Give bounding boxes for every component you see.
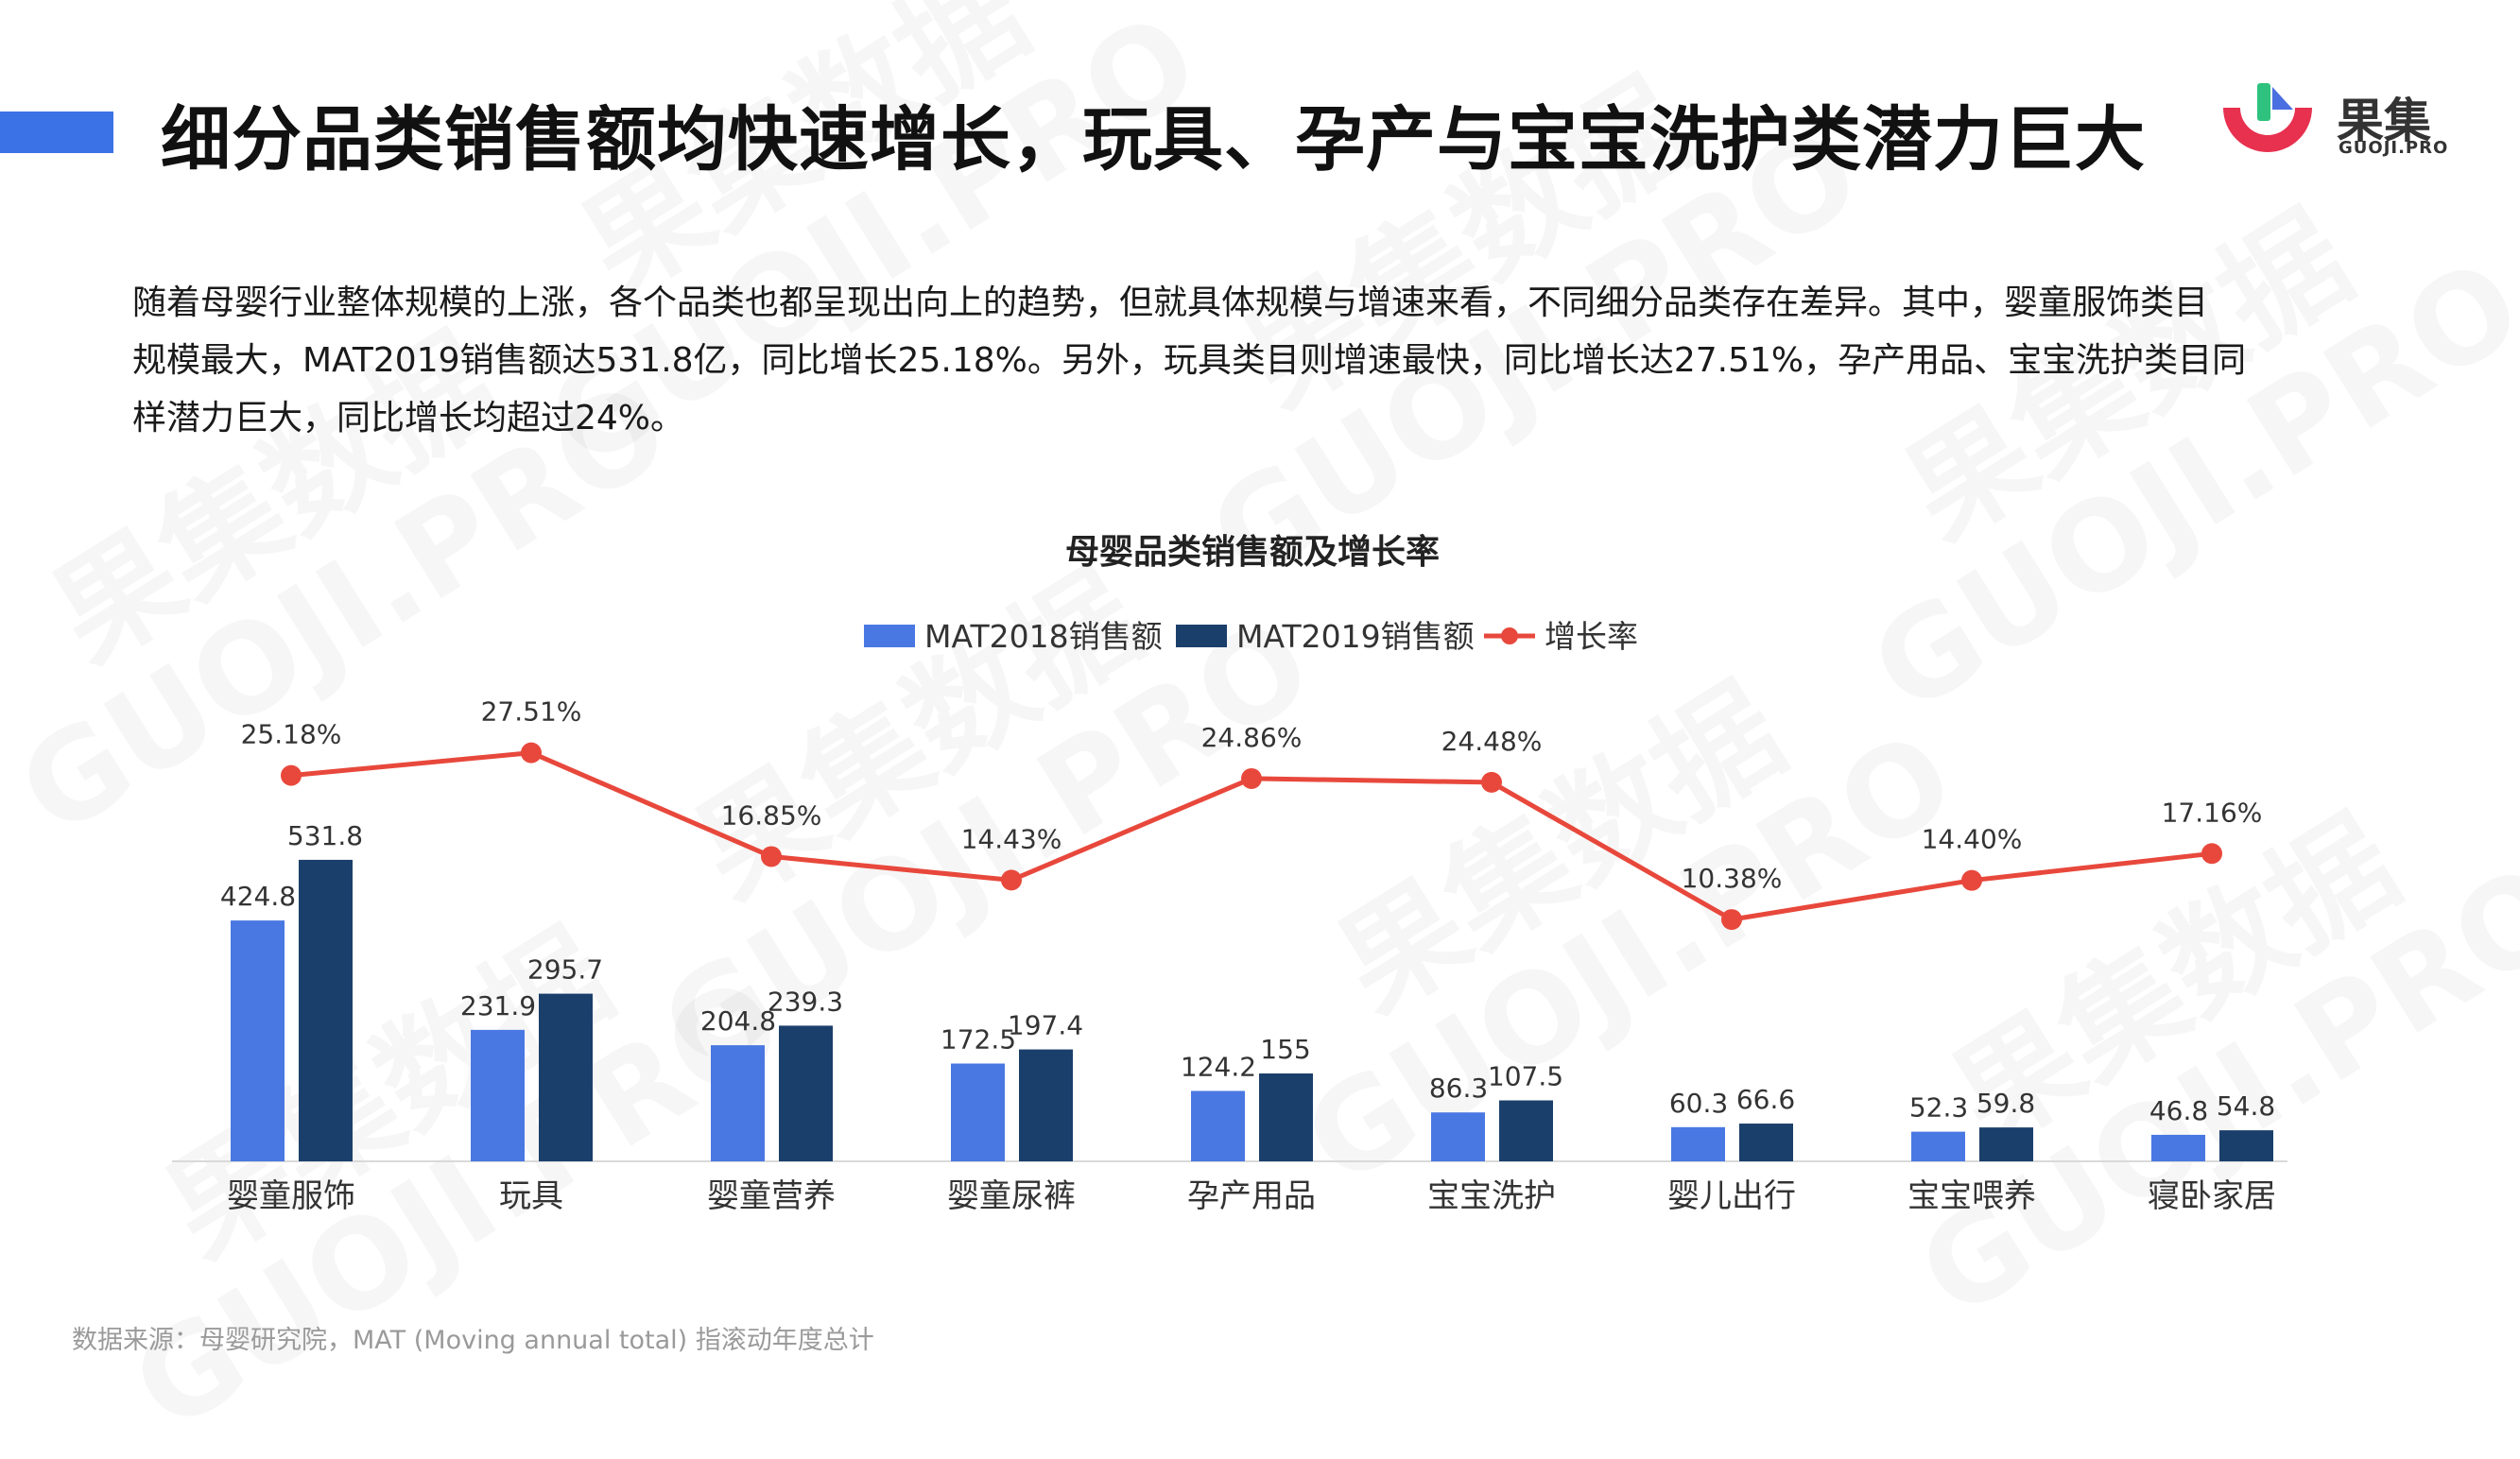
bar-2018 bbox=[1191, 1090, 1245, 1161]
bar-2019 bbox=[1259, 1073, 1313, 1161]
growth-rate-point bbox=[761, 846, 782, 867]
growth-rate-point bbox=[2201, 843, 2222, 865]
bar-2019 bbox=[779, 1025, 833, 1161]
bar-2018 bbox=[231, 920, 285, 1161]
bar-2018 bbox=[711, 1045, 765, 1161]
bar-label-2018: 424.8 bbox=[220, 881, 296, 912]
logo-mark-icon bbox=[2223, 83, 2312, 152]
source-footnote: 数据来源：母婴研究院，MAT (Moving annual total) 指滚动… bbox=[72, 1326, 874, 1355]
bar-label-2019: 107.5 bbox=[1488, 1061, 1563, 1092]
bar-label-2019: 239.3 bbox=[768, 986, 843, 1017]
bar-2019 bbox=[1979, 1127, 2033, 1161]
bar-label-2018: 52.3 bbox=[1909, 1092, 1968, 1124]
legend-label-rate: 增长率 bbox=[1545, 618, 1638, 655]
growth-rate-label: 17.16% bbox=[2162, 797, 2263, 828]
description-line: 样潜力巨大，同比增长均超过24%。 bbox=[132, 399, 685, 438]
description-line: 规模最大，MAT2019销售额达531.8亿，同比增长25.18%。另外，玩具类… bbox=[132, 341, 2247, 380]
bar-2019 bbox=[539, 993, 593, 1161]
x-tick-label: 婴童尿裤 bbox=[947, 1177, 1076, 1215]
growth-rate-point bbox=[1001, 869, 1022, 891]
chart-title: 母婴品类销售额及增长率 bbox=[1065, 533, 1440, 572]
growth-rate-label: 24.48% bbox=[1441, 726, 1543, 757]
bar-2018 bbox=[1671, 1126, 1725, 1161]
legend-marker-rate bbox=[1501, 627, 1518, 644]
growth-rate-point bbox=[1721, 909, 1742, 931]
growth-rate-point bbox=[1961, 869, 1982, 891]
bar-2019 bbox=[2219, 1130, 2273, 1161]
legend-label-2019: MAT2019销售额 bbox=[1236, 618, 1475, 655]
description-paragraph: 随着母婴行业整体规模的上涨，各个品类也都呈现出向上的趋势，但就具体规模与增速来看… bbox=[132, 274, 2401, 447]
title-accent-bar bbox=[0, 112, 113, 153]
bar-2018 bbox=[471, 1029, 525, 1161]
bar-label-2019: 197.4 bbox=[1008, 1010, 1083, 1041]
bar-label-2019: 54.8 bbox=[2217, 1090, 2275, 1122]
x-tick-label: 宝宝洗护 bbox=[1427, 1177, 1556, 1215]
logo-text-en: GUOJI.PRO bbox=[2339, 138, 2449, 158]
growth-rate-label: 14.40% bbox=[1922, 824, 2023, 855]
growth-rate-point bbox=[1241, 767, 1262, 789]
legend-label-2018: MAT2018销售额 bbox=[924, 618, 1163, 655]
bar-label-2018: 86.3 bbox=[1429, 1073, 1488, 1104]
growth-rate-point bbox=[1481, 771, 1502, 793]
growth-rate-label: 25.18% bbox=[241, 719, 342, 750]
growth-rate-point bbox=[281, 764, 302, 786]
bar-label-2019: 66.6 bbox=[1736, 1084, 1795, 1115]
x-tick-label: 婴童服饰 bbox=[227, 1177, 355, 1215]
x-tick-label: 孕产用品 bbox=[1187, 1177, 1316, 1215]
bar-2018 bbox=[1911, 1131, 1965, 1161]
bar-label-2018: 172.5 bbox=[941, 1024, 1016, 1056]
sales-growth-chart: 母婴品类销售额及增长率 MAT2018销售额 MAT2019销售额 增长率 424.8 5… bbox=[172, 533, 2287, 1215]
growth-rate-label: 14.43% bbox=[961, 823, 1062, 854]
bar-2018 bbox=[951, 1063, 1005, 1161]
legend-swatch-2018 bbox=[864, 625, 915, 647]
bar-label-2019: 295.7 bbox=[527, 954, 603, 986]
bar-label-2018: 231.9 bbox=[460, 990, 536, 1021]
bar-2019 bbox=[299, 859, 353, 1161]
bar-label-2019: 531.8 bbox=[287, 820, 363, 851]
description-line: 随着母婴行业整体规模的上涨，各个品类也都呈现出向上的趋势，但就具体规模与增速来看… bbox=[132, 283, 2209, 322]
bar-label-2018: 60.3 bbox=[1669, 1088, 1728, 1119]
bar-2019 bbox=[1499, 1100, 1553, 1161]
growth-rate-point bbox=[521, 742, 542, 764]
logo-text-cn: 果集 bbox=[2337, 94, 2431, 148]
x-tick-label: 婴儿出行 bbox=[1667, 1177, 1796, 1215]
page-title: 细分品类销售额均快速增长，玩具、孕产与宝宝洗护类潜力巨大 bbox=[161, 99, 2146, 180]
growth-rate-label: 27.51% bbox=[481, 696, 582, 728]
x-tick-label: 宝宝喂养 bbox=[1907, 1177, 2036, 1215]
brand-logo: 果集 GUOJI.PRO bbox=[2216, 79, 2447, 164]
legend-swatch-2019 bbox=[1176, 625, 1227, 647]
growth-rate-label: 10.38% bbox=[1682, 863, 1783, 894]
bar-2018 bbox=[1431, 1112, 1485, 1161]
bar-2018 bbox=[2151, 1134, 2205, 1161]
bar-label-2018: 124.2 bbox=[1181, 1051, 1256, 1082]
x-tick-label: 寝卧家居 bbox=[2148, 1177, 2276, 1215]
x-tick-label: 玩具 bbox=[499, 1177, 563, 1215]
bar-2019 bbox=[1019, 1049, 1073, 1161]
bar-label-2018: 204.8 bbox=[700, 1005, 776, 1037]
x-tick-label: 婴童营养 bbox=[707, 1177, 836, 1215]
growth-rate-label: 16.85% bbox=[721, 799, 822, 831]
bar-label-2018: 46.8 bbox=[2149, 1095, 2208, 1126]
bar-label-2019: 59.8 bbox=[1976, 1088, 2035, 1119]
bar-label-2019: 155 bbox=[1260, 1034, 1310, 1065]
growth-rate-label: 24.86% bbox=[1201, 722, 1303, 753]
bar-2019 bbox=[1739, 1124, 1793, 1161]
